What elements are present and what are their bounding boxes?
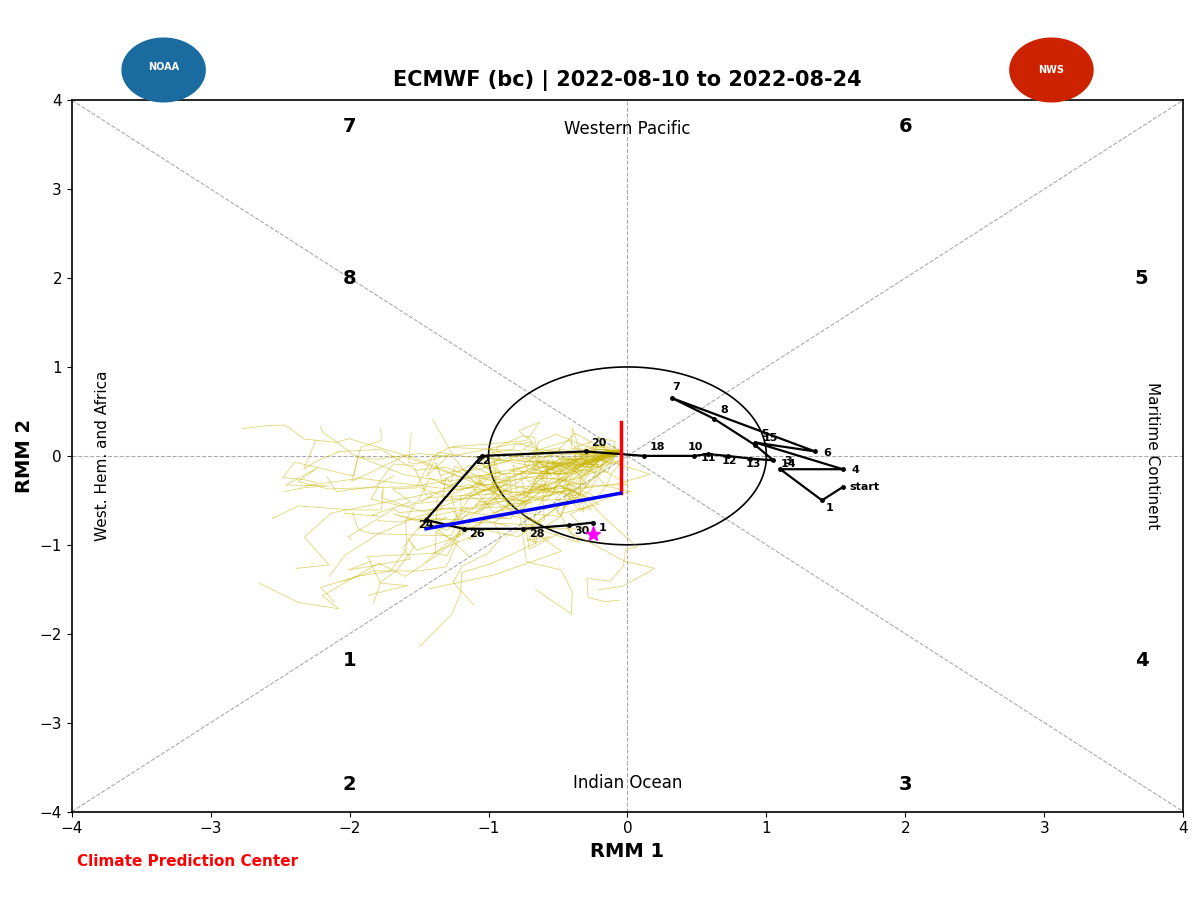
Text: 2: 2 [343, 775, 356, 795]
Text: 4: 4 [852, 465, 859, 475]
Text: West. Hem. and Africa: West. Hem. and Africa [95, 370, 109, 542]
Polygon shape [122, 38, 206, 102]
Polygon shape [1009, 38, 1094, 102]
Text: 4: 4 [1134, 651, 1149, 670]
Text: Indian Ocean: Indian Ocean [573, 774, 682, 792]
Text: Western Pacific: Western Pacific [564, 120, 691, 138]
Text: NWS: NWS [1038, 65, 1065, 75]
Text: 3: 3 [899, 775, 912, 795]
Text: 3: 3 [784, 456, 792, 466]
Text: 6: 6 [823, 448, 831, 458]
Text: 5: 5 [760, 429, 769, 439]
Text: NOAA: NOAA [148, 62, 179, 72]
Text: 8: 8 [721, 405, 728, 415]
Text: 1: 1 [826, 504, 834, 513]
Text: 8: 8 [343, 269, 356, 287]
Text: 10: 10 [687, 442, 703, 452]
Text: 7: 7 [343, 117, 356, 136]
Text: 5: 5 [1134, 269, 1149, 287]
Text: Maritime Continent: Maritime Continent [1145, 382, 1160, 530]
Text: 28: 28 [529, 530, 544, 539]
X-axis label: RMM 1: RMM 1 [591, 842, 664, 861]
Text: 7: 7 [672, 381, 680, 391]
Y-axis label: RMM 2: RMM 2 [14, 419, 34, 493]
Text: 26: 26 [469, 530, 485, 539]
Text: 15: 15 [763, 433, 777, 443]
Title: ECMWF (bc) | 2022-08-10 to 2022-08-24: ECMWF (bc) | 2022-08-10 to 2022-08-24 [393, 70, 861, 91]
Text: 24: 24 [417, 520, 433, 530]
Text: 1: 1 [343, 651, 356, 670]
Text: 30: 30 [575, 526, 589, 536]
Text: 22: 22 [475, 456, 490, 466]
Text: 6: 6 [899, 117, 912, 136]
Text: 18: 18 [650, 442, 665, 452]
Text: start: start [849, 482, 879, 492]
Text: 20: 20 [592, 437, 606, 448]
Text: Climate Prediction Center: Climate Prediction Center [77, 855, 298, 869]
Text: 13: 13 [746, 459, 761, 469]
Text: 1: 1 [598, 523, 606, 533]
Text: 12: 12 [722, 456, 737, 466]
Text: 14: 14 [781, 460, 796, 470]
Text: 11: 11 [701, 453, 717, 463]
